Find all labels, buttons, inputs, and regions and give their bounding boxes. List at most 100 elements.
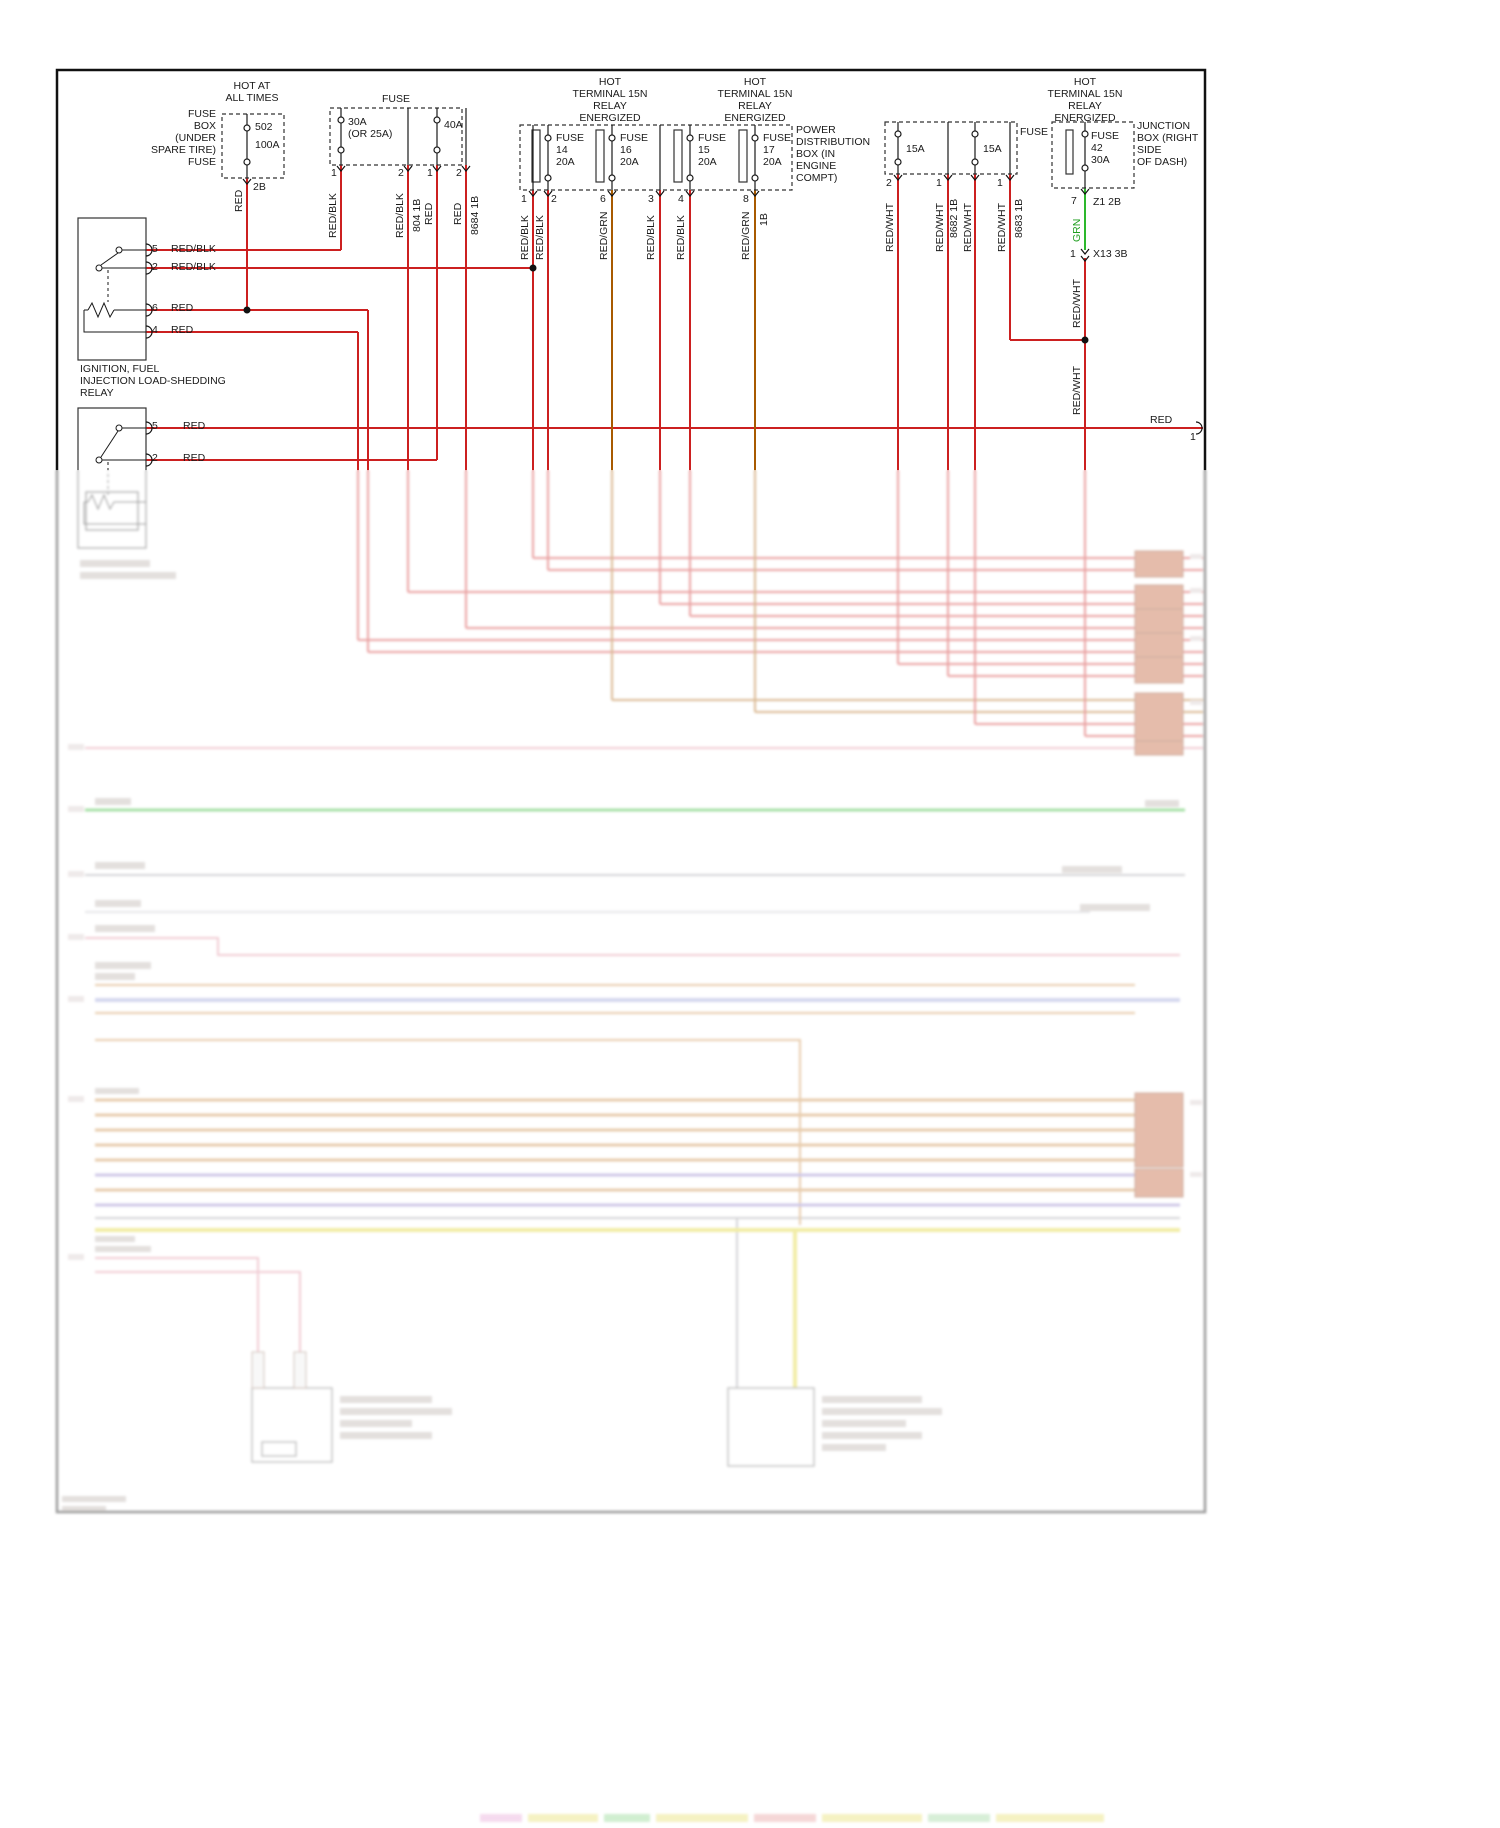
fuse-name: FUSE: [556, 132, 585, 144]
hot-terminal-header-junction: HOT TERMINAL 15N RELAY ENERGIZED: [1032, 76, 1138, 124]
fuse-number: 16: [620, 144, 632, 156]
fuse-name: FUSE: [763, 132, 792, 144]
header-line: HOT: [598, 76, 622, 88]
load-shedding-relay-outline: [77, 217, 147, 361]
faded-text-bars: [62, 560, 1179, 1511]
circuit-label: 2B: [253, 181, 266, 193]
fuse-rating: 30A: [348, 116, 367, 128]
header-line: ALL TIMES: [225, 92, 279, 104]
fuse-rating: 20A: [763, 156, 782, 168]
header-line: RELAY: [593, 100, 627, 112]
pin-connector-icon: [145, 243, 1203, 467]
wire-color-label: RED: [183, 452, 206, 464]
terminal-marks: [145, 165, 1203, 467]
wire-color-label: RED/GRN: [598, 211, 610, 260]
circuit-label: 8682 1B: [948, 198, 960, 238]
fuse-number: 17: [763, 144, 775, 156]
fuse-name: FUSE: [1091, 130, 1120, 142]
header-line: HOT: [1073, 76, 1097, 88]
pin-number: 2: [398, 167, 404, 179]
pin-number: 6: [152, 302, 158, 314]
connector-id: X13 3B: [1093, 248, 1128, 260]
pin-number: 3: [648, 193, 654, 205]
page-edge-color-strip: [480, 1814, 1104, 1822]
wire-color-label: RED: [452, 202, 464, 225]
fuse-rating: (OR 25A): [348, 128, 393, 140]
fuse-rating: 30A: [1091, 154, 1110, 166]
fuse-name: FUSE: [620, 132, 649, 144]
header-line: RELAY: [738, 100, 772, 112]
fuse-rating: 15A: [906, 143, 925, 155]
label-line: (UNDER: [175, 132, 216, 144]
fuse-17-label: FUSE 17 20A: [763, 132, 791, 168]
pin-number: 1: [427, 167, 433, 179]
label-line: POWER: [796, 124, 836, 136]
pin-number: 2: [152, 261, 158, 273]
faded-region: [62, 491, 1203, 1822]
fuse-number: 42: [1091, 142, 1103, 154]
wire-color-label: RED/BLK: [519, 215, 531, 260]
wire-color-label: RED/GRN: [740, 211, 752, 260]
fuse-15-label: FUSE 15 20A: [698, 132, 726, 168]
pin-number: 1: [997, 177, 1003, 189]
power-distribution-box-outline: [519, 124, 793, 191]
label-line: SPARE TIRE): [151, 144, 216, 156]
fuse-name: FUSE: [698, 132, 727, 144]
pin-number: 4: [152, 324, 158, 336]
label-line: IGNITION, FUEL: [80, 363, 160, 375]
label-line: BOX (IN: [796, 148, 836, 160]
fuse-box-right-label: FUSE: [1020, 126, 1049, 138]
pin-number: 2: [152, 452, 158, 464]
label-line: DISTRIBUTION: [796, 136, 871, 148]
wire-exit-chevron-icon: [242, 165, 1090, 197]
wire-color-label: RED: [183, 420, 206, 432]
fuse-symbols: [243, 108, 1089, 190]
wire-color-label: RED: [1150, 414, 1173, 426]
fuse-number: 14: [556, 144, 568, 156]
pin-number: 1: [1070, 248, 1076, 260]
junction-box-label: JUNCTION BOX (RIGHT SIDE OF DASH): [1137, 120, 1207, 168]
label-line: COMPT): [796, 172, 838, 184]
fuse-rating: 20A: [620, 156, 639, 168]
wire-color-label: RED: [171, 324, 194, 336]
header-line: HOT AT: [233, 80, 271, 92]
pin-number: 6: [600, 193, 606, 205]
hot-terminal-header-left: HOT TERMINAL 15N RELAY ENERGIZED: [557, 76, 663, 124]
pin-number: 5: [152, 243, 158, 255]
pin-number: 2: [551, 193, 557, 205]
wire-color-label: RED/WHT: [934, 203, 946, 252]
wire-color-label: RED/BLK: [534, 215, 546, 260]
wire-color-label: RED/WHT: [1071, 279, 1083, 328]
wire-color-label: RED: [233, 189, 245, 212]
label-line: BOX: [193, 120, 216, 132]
fuse-rating: 40A: [444, 119, 463, 131]
label-line: JUNCTION: [1137, 120, 1191, 132]
circuit-label: 804 1B: [411, 198, 423, 232]
header-line: ENERGIZED: [579, 112, 641, 124]
wire-color-label: RED/BLK: [645, 215, 657, 260]
header-line: RELAY: [1068, 100, 1102, 112]
fuse-rating: 15A: [983, 143, 1002, 155]
header-line: FUSE: [381, 93, 410, 105]
edge-pin-ticks: [68, 554, 1202, 1260]
fuse-id: 502: [255, 121, 273, 133]
wire-color-label: RED: [423, 202, 435, 225]
connector-id: Z1 2B: [1093, 196, 1122, 208]
page-border: [55, 68, 1207, 1514]
pin-number: 8: [743, 193, 749, 205]
wire-color-label: RED/WHT: [996, 203, 1008, 252]
label-line: RELAY: [80, 387, 114, 399]
fuse-14-label: FUSE 14 20A: [556, 132, 584, 168]
header-line: ENERGIZED: [1054, 112, 1116, 124]
wire-color-label: RED/BLK: [675, 215, 687, 260]
pin-number: 2: [886, 177, 892, 189]
header-line: ENERGIZED: [724, 112, 786, 124]
label-line: SIDE: [1137, 144, 1162, 156]
label-line: BOX (RIGHT: [1137, 132, 1199, 144]
hot-terminal-header-right: HOT TERMINAL 15N RELAY ENERGIZED: [702, 76, 808, 124]
fuse-box-main-outline: [329, 107, 463, 166]
hot-at-all-times-header: HOT AT ALL TIMES: [206, 80, 298, 104]
wire-color-label: RED: [171, 302, 194, 314]
fuse-rating: 20A: [556, 156, 575, 168]
